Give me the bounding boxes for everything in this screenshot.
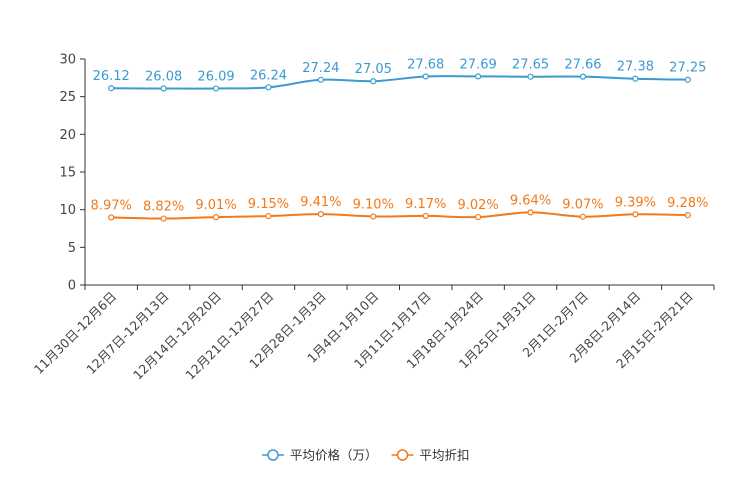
- data-label: 9.28%: [667, 196, 708, 211]
- data-point[interactable]: [632, 75, 639, 82]
- data-point[interactable]: [108, 85, 115, 92]
- data-label: 27.66: [564, 58, 601, 73]
- legend-item-2[interactable]: 平均折扣: [391, 448, 470, 463]
- data-point[interactable]: [108, 214, 115, 221]
- data-label: 26.09: [197, 69, 234, 84]
- y-tick-label: 0: [68, 279, 76, 294]
- data-point[interactable]: [160, 85, 167, 92]
- data-label: 9.64%: [510, 193, 551, 208]
- data-point[interactable]: [265, 84, 272, 91]
- legend-label: 平均折扣: [420, 448, 470, 463]
- data-point[interactable]: [317, 211, 324, 218]
- x-tick-label: 12月14日-12月20日: [130, 289, 224, 383]
- data-point[interactable]: [317, 76, 324, 83]
- y-tick-label: 20: [59, 128, 76, 143]
- data-point[interactable]: [475, 73, 482, 80]
- legend-item-1[interactable]: 平均价格（万）: [262, 448, 378, 463]
- data-label: 26.24: [250, 68, 287, 83]
- data-label: 9.10%: [353, 197, 394, 212]
- data-point[interactable]: [527, 73, 534, 80]
- legend-label: 平均价格（万）: [290, 448, 378, 463]
- series-2: 8.97% 8.82% 9.01% 9.15% 9.41% 9.10% 9.17% 9.02%…: [91, 193, 708, 222]
- data-label: 9.17%: [405, 197, 446, 212]
- data-label: 27.24: [302, 61, 339, 76]
- data-point[interactable]: [527, 209, 534, 216]
- data-point[interactable]: [579, 73, 587, 80]
- data-point[interactable]: [579, 213, 587, 220]
- series-line: [111, 75, 688, 90]
- data-label: 26.12: [93, 69, 130, 84]
- y-tick-label: 5: [68, 241, 76, 256]
- series-layer: 26.12 26.08 26.09 26.24 27.24 27.05 27.68 27.69…: [91, 57, 708, 222]
- data-point[interactable]: [370, 213, 377, 220]
- data-label: 9.01%: [195, 198, 236, 213]
- y-tick-label: 30: [59, 53, 76, 68]
- y-tick-label: 25: [59, 90, 76, 105]
- data-point[interactable]: [475, 213, 482, 221]
- data-label: 27.68: [407, 57, 444, 72]
- data-label: 9.15%: [248, 197, 289, 212]
- data-point[interactable]: [212, 85, 220, 92]
- data-point[interactable]: [684, 76, 691, 83]
- data-point[interactable]: [370, 78, 377, 85]
- data-point[interactable]: [422, 212, 429, 220]
- data-label: 27.05: [355, 62, 392, 77]
- data-label: 9.39%: [615, 195, 656, 210]
- legend-swatch-icon: [267, 449, 279, 461]
- data-point[interactable]: [160, 215, 167, 222]
- data-point[interactable]: [212, 214, 220, 221]
- data-point[interactable]: [265, 212, 272, 220]
- data-label: 26.08: [145, 70, 182, 85]
- data-label: 27.65: [512, 58, 549, 73]
- data-label: 8.97%: [91, 198, 132, 213]
- series-1: 26.12 26.08 26.09 26.24 27.24 27.05 27.68 27.69…: [93, 57, 706, 92]
- y-tick-label: 10: [59, 203, 76, 218]
- x-tick-label: 12月21日-12月27日: [182, 289, 276, 383]
- data-label: 8.82%: [143, 200, 184, 215]
- data-point[interactable]: [422, 73, 429, 80]
- data-label: 27.25: [669, 61, 706, 76]
- data-label: 27.38: [617, 60, 654, 75]
- legend[interactable]: 平均价格（万） 平均折扣: [262, 448, 470, 463]
- y-tick-label: 15: [59, 166, 76, 181]
- data-label: 27.69: [460, 57, 497, 72]
- data-label: 9.02%: [457, 198, 498, 213]
- data-label: 9.07%: [562, 198, 603, 213]
- data-point[interactable]: [684, 211, 691, 219]
- legend-swatch-icon: [396, 449, 409, 461]
- series-line: [111, 211, 688, 220]
- data-label: 9.41%: [300, 195, 341, 210]
- data-point[interactable]: [632, 211, 639, 218]
